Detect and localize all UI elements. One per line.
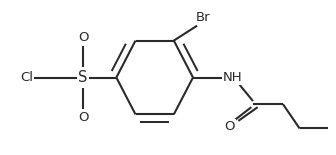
Text: O: O [78, 31, 88, 44]
Text: NH: NH [223, 71, 243, 84]
Text: S: S [78, 70, 88, 85]
Text: O: O [224, 120, 235, 133]
Text: Br: Br [196, 11, 210, 24]
Text: Cl: Cl [20, 71, 33, 84]
Text: O: O [78, 111, 88, 124]
